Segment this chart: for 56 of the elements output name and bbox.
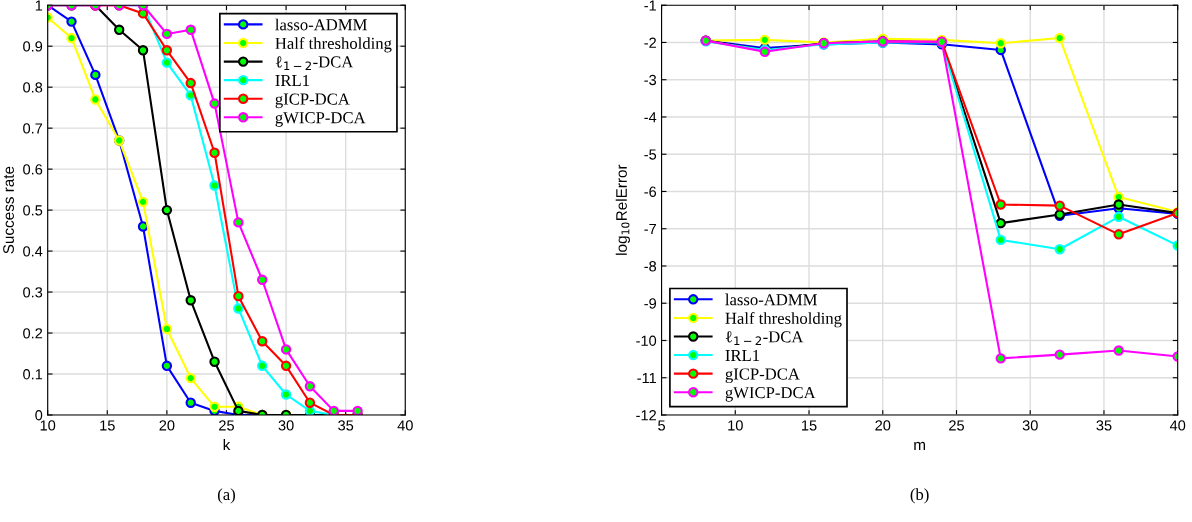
- y-tick-label: 0.4: [23, 246, 43, 257]
- x-tick-label: 35: [338, 420, 354, 431]
- y-tick-label: 0.3: [23, 287, 43, 298]
- y-tick-label: -9: [644, 298, 657, 309]
- legend-label: gWICP-DCA: [725, 387, 816, 402]
- legend-label: gWICP-DCA: [275, 112, 366, 127]
- legend-label: lasso-ADMM: [275, 18, 367, 31]
- x-axis-title: m: [914, 441, 925, 451]
- y-tick-label: -7: [644, 223, 656, 235]
- y-tick-label: 0.5: [23, 205, 43, 216]
- y-tick-label: 0: [35, 410, 43, 421]
- y-tick-label: 0.1: [23, 369, 43, 380]
- text: (a): [217, 488, 235, 504]
- y-tick-label: -12: [636, 410, 656, 421]
- text: (b): [910, 488, 929, 504]
- x-tick-label: 30: [278, 420, 294, 431]
- y-tick-label: 0.7: [23, 123, 43, 134]
- x-tick-label: 25: [949, 420, 964, 431]
- legend-label: lasso-ADMM: [725, 293, 817, 306]
- x-tick-label: 40: [397, 420, 413, 431]
- x-tick-label: 10: [728, 420, 743, 431]
- x-axis-title: k: [223, 439, 231, 451]
- x-tick-label: 20: [159, 420, 175, 431]
- y-tick-label: -5: [644, 149, 657, 160]
- x-tick-label: 15: [802, 420, 817, 431]
- y-tick-label: -4: [644, 112, 657, 123]
- y-axis-title: log$_{10}$RelError: [615, 164, 630, 255]
- legend-label: gICP-DCA: [725, 368, 800, 384]
- legend-label: IRL1: [275, 74, 310, 86]
- x-tick-label: 40: [1169, 420, 1186, 431]
- legend-label: Half thresholding: [725, 312, 842, 328]
- y-tick-label: 0.9: [23, 41, 43, 52]
- y-tick-label: -3: [644, 74, 657, 86]
- x-tick-label: 25: [219, 420, 234, 431]
- y-tick-label: -1: [644, 0, 656, 11]
- y-tick-label: -11: [637, 372, 656, 384]
- legend-label: gICP-DCA: [275, 93, 350, 109]
- y-tick-label: 0.2: [23, 328, 43, 339]
- y-tick-label: -8: [644, 261, 657, 272]
- x-tick-label: 5: [658, 420, 665, 431]
- legend-label: ℓ$_{1−2}$-DCA: [725, 331, 804, 346]
- y-tick-label: -2: [644, 37, 656, 48]
- x-tick-label: 10: [40, 420, 56, 431]
- y-axis-title: Success rate: [3, 166, 14, 254]
- legend-label: IRL1: [725, 349, 760, 361]
- y-tick-label: 0.8: [23, 82, 43, 93]
- y-tick-label: 1: [35, 0, 43, 11]
- x-tick-label: 35: [1096, 420, 1112, 431]
- x-tick-label: 30: [1022, 420, 1038, 431]
- legend-label: ℓ$_{1−2}$-DCA: [275, 56, 354, 71]
- y-tick-label: -6: [644, 186, 657, 197]
- x-tick-label: 15: [100, 420, 115, 431]
- legend-label: Half thresholding: [275, 37, 392, 53]
- y-tick-label: 0.6: [23, 164, 43, 175]
- x-tick-label: 20: [875, 420, 891, 431]
- y-tick-label: -10: [636, 335, 657, 346]
